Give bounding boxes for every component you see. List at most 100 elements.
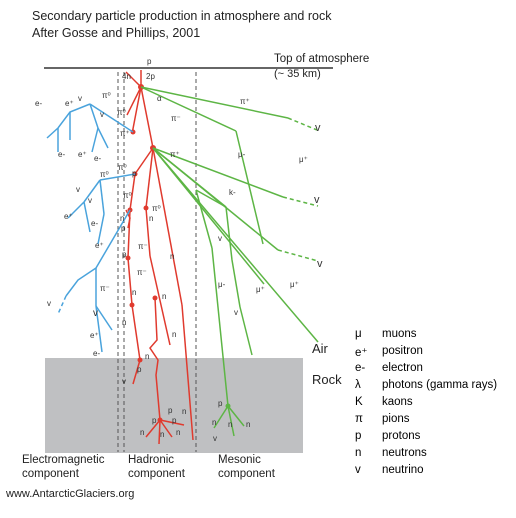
label-n-9: n: [140, 428, 145, 437]
label-e-plus-1: e⁺: [65, 99, 74, 108]
label-p-2: p: [121, 224, 126, 233]
legend-label-electron: electron: [382, 362, 423, 374]
label-n-5: n: [162, 292, 167, 301]
label-n-2: n: [149, 214, 154, 223]
label-mu-minus-1: μ-: [238, 150, 246, 159]
label-p-3: p: [122, 250, 127, 259]
label-e-plus-2: e⁺: [78, 150, 87, 159]
label-mu-plus-3: μ⁺: [290, 280, 299, 289]
label-e-plus-5: e⁺: [90, 331, 99, 340]
label-pi-minus-3: π⁻: [171, 114, 181, 123]
label-v-e4: v: [88, 196, 92, 205]
label-e-plus-4: e⁺: [95, 241, 104, 250]
legend-symbol-muons: μ: [355, 328, 362, 340]
altitude-label: (~ 35 km): [274, 68, 321, 80]
label-n-m2: n: [228, 420, 233, 429]
label-pi-zero-1: π⁰: [117, 108, 126, 117]
label-v-m5: v: [234, 308, 238, 317]
top-of-atmosphere-label: Top of atmosphere: [274, 53, 370, 65]
footer-url: www.AntarcticGlaciers.org: [6, 488, 135, 500]
legend-symbol-electron: e-: [355, 362, 366, 374]
label-n-6: n: [122, 318, 127, 327]
label-e-minus-5: e-: [93, 349, 101, 358]
component-hadronic-line2: component: [128, 468, 185, 480]
legend-symbol-positron: e⁺: [355, 347, 368, 359]
label-pi-minus-4: π⁻: [100, 284, 110, 293]
label-v-e2: v: [100, 110, 104, 119]
label-n-10: n: [160, 430, 165, 439]
label-n-4: n: [132, 288, 137, 297]
component-electromagnetic-line1: Electromagnetic: [22, 454, 105, 466]
label-p-1: p: [132, 169, 137, 178]
label-2p: 2p: [146, 72, 155, 81]
component-mesonic-line1: Mesonic: [218, 454, 261, 466]
label-n-3: n: [170, 252, 175, 261]
label-v-m6: v: [213, 434, 217, 443]
label-pi-zero-5: π⁰: [102, 91, 111, 100]
label-n-m1: n: [212, 418, 217, 427]
label-n-8: n: [145, 352, 150, 361]
legend-label-positron: positron: [382, 345, 423, 357]
label-pi-minus-2: π⁻: [137, 268, 147, 277]
mesonic-vertices: [225, 403, 231, 409]
label-n-1: n: [120, 214, 125, 223]
label-pi-plus-2: π⁺: [240, 97, 250, 106]
air-label: Air: [312, 341, 328, 356]
label-e-minus-4: e-: [91, 219, 99, 228]
label-alpha: α: [157, 94, 162, 103]
label-pi-zero-6: π⁰: [100, 170, 109, 179]
label-e-minus-3: e-: [94, 154, 102, 163]
label-pi-minus-1: π⁻: [138, 242, 148, 251]
legend-label-kaons: kaons: [382, 396, 413, 408]
legend-label-neutrino: neutrino: [382, 464, 424, 476]
component-label-mesonic: Mesonic component: [218, 453, 275, 481]
label-pi-zero-2: π⁰: [118, 163, 127, 172]
label-p-5: p: [168, 406, 173, 415]
legend-symbol-photons: λ: [355, 379, 361, 391]
rock-layer: [45, 358, 303, 453]
component-label-electromagnetic: Electromagnetic component: [22, 453, 104, 481]
label-4n: 4n: [122, 72, 131, 81]
diagram-subtitle: After Gosse and Phillips, 2001: [32, 26, 201, 40]
label-pi-zero-4: π⁰: [152, 204, 161, 213]
label-p-top: p: [147, 57, 152, 66]
label-mu-plus-1: μ⁺: [299, 155, 308, 164]
label-pi-plus-3: π⁺: [170, 150, 180, 159]
label-mu-minus-2: μ-: [218, 280, 226, 289]
label-v-e1: v: [78, 94, 82, 103]
em-branches: [46, 103, 136, 353]
legend-symbol-protons: p: [355, 430, 362, 442]
label-v-e6: v: [93, 308, 98, 319]
label-n-12: n: [182, 407, 187, 416]
label-p-6: p: [172, 416, 177, 425]
label-e-plus-3: e⁺: [64, 212, 73, 221]
label-pi-zero-3: π⁰: [123, 191, 132, 200]
legend-symbol-neutrino: v: [355, 464, 361, 476]
label-e-minus-2: e-: [58, 150, 66, 159]
label-n-m3: n: [246, 420, 251, 429]
component-hadronic-line1: Hadronic: [128, 454, 175, 466]
legend-symbol-pions: π: [355, 413, 363, 425]
legend-label-neutrons: neutrons: [382, 447, 427, 459]
label-mu-plus-2: μ⁺: [256, 285, 265, 294]
legend-label-protons: protons: [382, 430, 421, 442]
label-v-m4: v: [317, 258, 323, 270]
label-n-7: n: [172, 330, 177, 339]
label-v-e3: v: [76, 185, 80, 194]
label-n-11: n: [176, 428, 181, 437]
label-v-m1: v: [315, 122, 321, 134]
hadronic-branches: [125, 70, 194, 445]
component-mesonic-line2: component: [218, 468, 275, 480]
mesonic-branches: [140, 86, 319, 437]
label-p-m: p: [218, 399, 223, 408]
legend-label-photons: photons (gamma rays): [382, 379, 498, 391]
legend-symbol-kaons: K: [355, 396, 363, 408]
label-e-minus-1: e-: [35, 99, 43, 108]
label-pi-plus-1: π⁺: [120, 129, 130, 138]
label-v-h: v: [122, 377, 126, 386]
label-k-minus: k-: [229, 188, 236, 197]
label-v-m2: v: [314, 194, 320, 206]
component-electromagnetic-line2: component: [22, 468, 79, 480]
legend-label-muons: muons: [382, 328, 417, 340]
